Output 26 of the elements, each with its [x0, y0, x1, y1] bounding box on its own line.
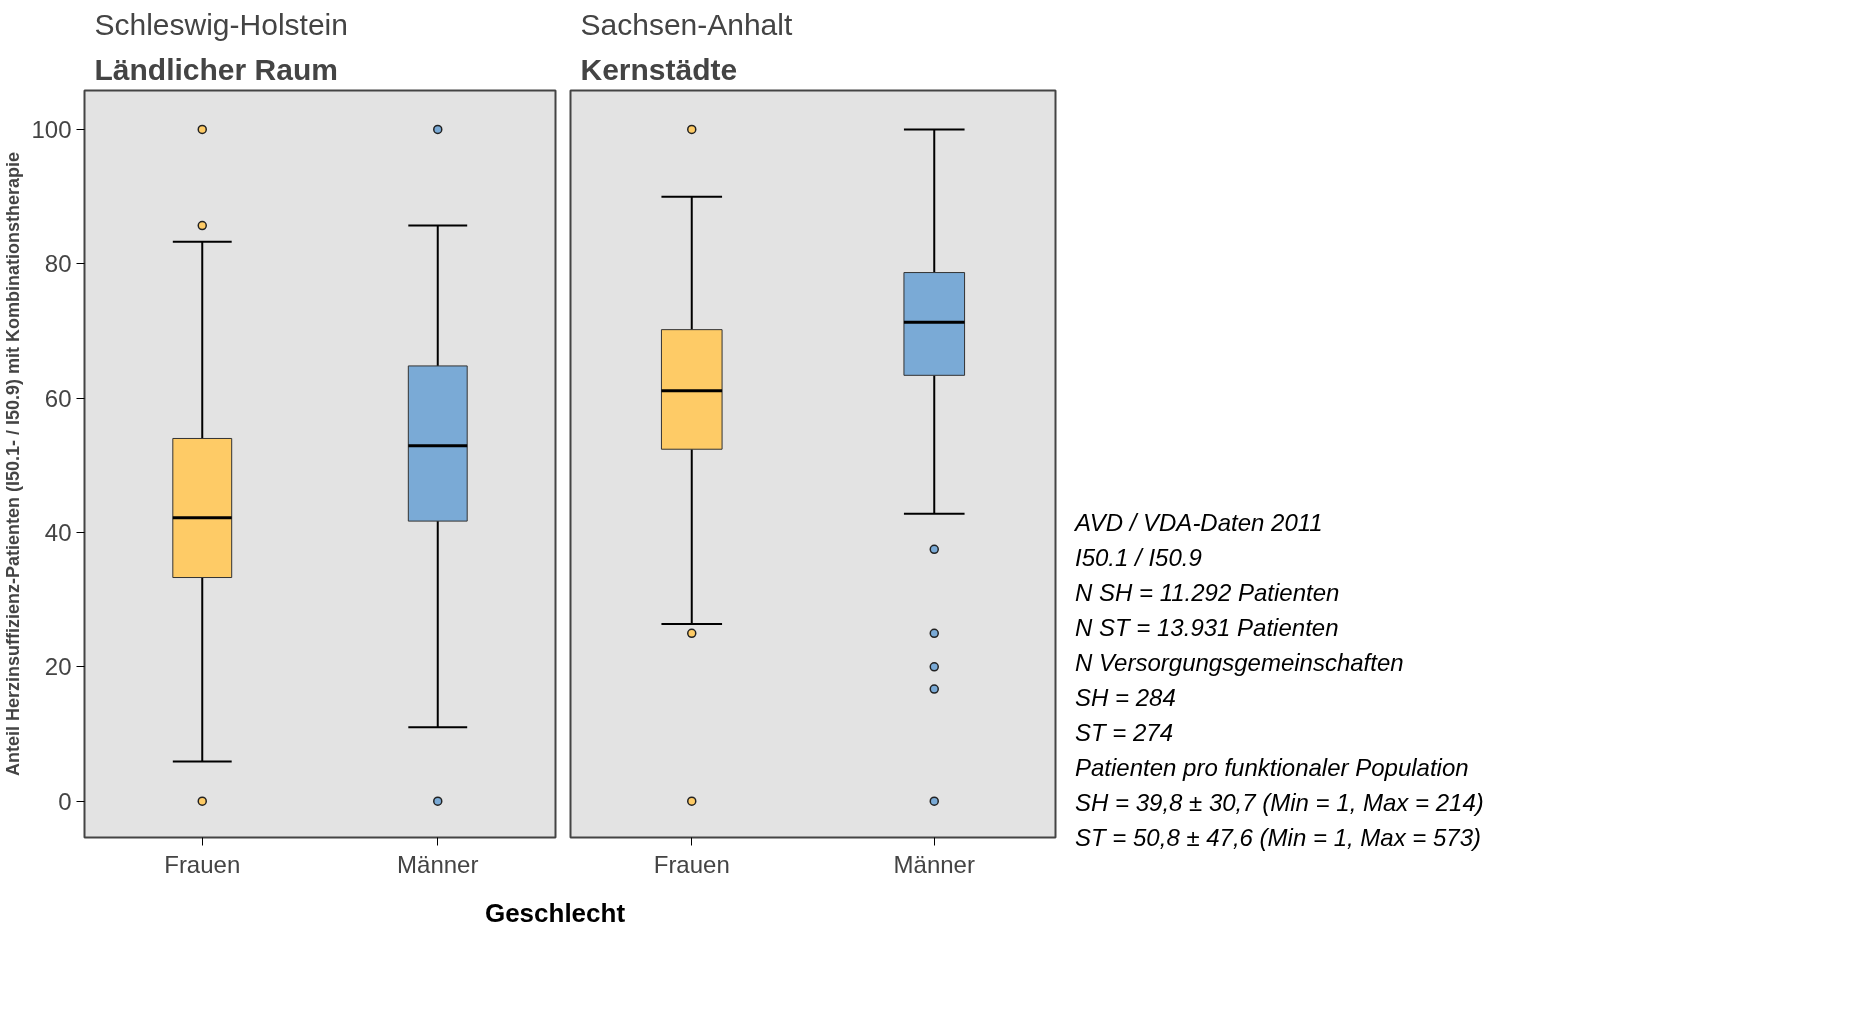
y-axis-title: Anteil Herzinsuffizienz-Patienten (I50.1- / I50.9) mit Kombinationstherapie	[3, 151, 24, 777]
y-tick-label: 60	[44, 384, 72, 412]
x-tick-label: Frauen	[164, 850, 241, 878]
y-tick-label: 40	[44, 519, 72, 547]
y-tick-label: 100	[31, 115, 72, 143]
y-tick-label: 20	[44, 653, 72, 681]
text: AVD / VDA-Daten 2011	[1075, 508, 1324, 538]
text: N SH = 11.292 Patienten	[1075, 578, 1341, 608]
chart-subtitle: Ländlicher Raum	[94, 52, 338, 86]
text: N Versorgungsgemeinschaften	[1075, 648, 1405, 678]
x-tick-label: Frauen	[653, 850, 730, 878]
chart-title: Schleswig-Holstein	[94, 7, 348, 41]
text: Patienten pro funktionaler Population	[1075, 753, 1470, 783]
x-tick-label: Männer	[397, 850, 479, 878]
y-tick-label: 80	[44, 250, 72, 278]
chart-subtitle: Kernstädte	[580, 52, 738, 86]
x-tick-label: Männer	[893, 850, 975, 878]
x-axis-title: Geschlecht	[484, 898, 626, 928]
text: I50.1 / I50.9	[1075, 543, 1203, 573]
text: ST = 50,8 ± 47,6 (Min = 1, Max = 573)	[1075, 823, 1483, 853]
text: ST = 274	[1075, 718, 1175, 748]
y-tick-label: 0	[58, 787, 72, 815]
text: SH = 39,8 ± 30,7 (Min = 1, Max = 214)	[1075, 788, 1484, 818]
text: N ST = 13.931 Patienten	[1075, 613, 1340, 643]
chart-title: Sachsen-Anhalt	[580, 7, 793, 41]
text: SH = 284	[1075, 683, 1177, 713]
